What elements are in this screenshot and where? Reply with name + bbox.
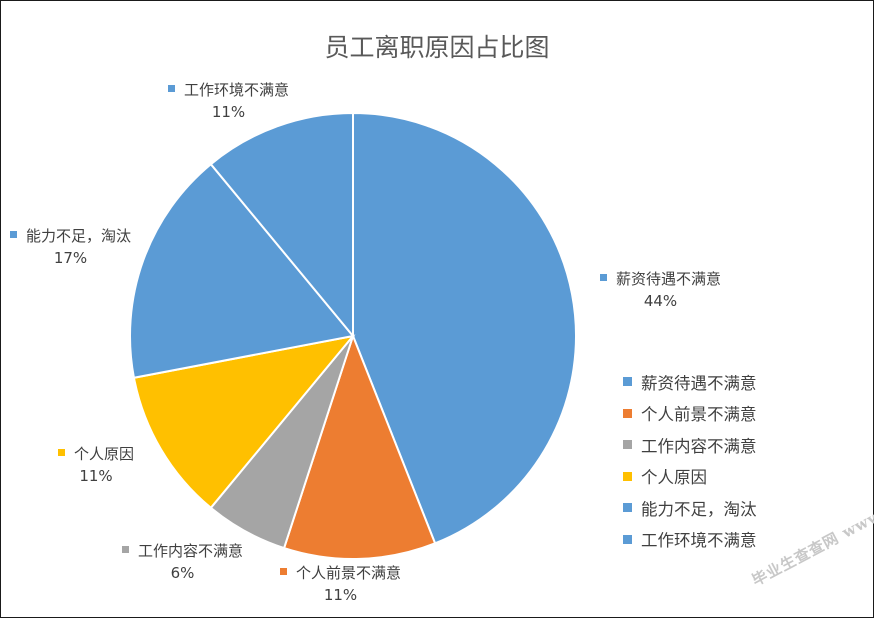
slice-category-label: 薪资待遇不满意 — [616, 270, 722, 288]
legend-label: 个人前景不满意 — [641, 405, 757, 425]
legend-marker-icon — [58, 449, 65, 456]
data-label-ability: 能力不足，淘汰 17% — [10, 225, 131, 269]
legend-item: 能力不足，淘汰 — [623, 492, 757, 524]
legend-label: 薪资待遇不满意 — [641, 373, 757, 393]
legend-swatch-icon — [623, 377, 632, 387]
data-label-environment: 工作环境不满意 11% — [168, 79, 289, 123]
chart-title: 员工离职原因占比图 — [324, 33, 550, 62]
legend-label: 工作内容不满意 — [641, 436, 757, 456]
slice-value-label: 11% — [79, 467, 113, 485]
legend-label: 个人原因 — [641, 468, 707, 488]
slice-category-label: 能力不足，淘汰 — [26, 227, 132, 245]
pie-slice-3 — [132, 334, 356, 510]
legend-item: 工作环境不满意 — [623, 524, 757, 556]
slice-value-label: 17% — [53, 249, 88, 267]
legend-swatch-icon — [623, 408, 632, 418]
legend-marker-icon — [122, 546, 129, 553]
legend-marker-icon — [168, 85, 175, 92]
slice-category-label: 工作内容不满意 — [138, 542, 244, 560]
legend-marker-icon — [280, 568, 287, 575]
slice-value-label: 11% — [211, 103, 246, 121]
pie-slice-0 — [352, 111, 577, 545]
pie-slice-4 — [129, 162, 355, 379]
data-label-personal: 个人原因 11% — [58, 443, 134, 487]
legend-swatch-icon — [623, 440, 632, 450]
legend-item: 个人前景不满意 — [623, 398, 757, 430]
legend-item: 工作内容不满意 — [623, 429, 757, 461]
slice-value-label: 11% — [323, 586, 358, 604]
slice-category-label: 个人前景不满意 — [296, 564, 402, 582]
data-label-content: 工作内容不满意 6% — [122, 540, 243, 584]
slice-value-label: 6% — [170, 564, 195, 582]
legend-label: 工作环境不满意 — [641, 531, 757, 551]
legend-swatch-icon — [623, 471, 632, 481]
legend-item: 个人原因 — [623, 461, 757, 493]
chart-legend: 薪资待遇不满意 个人前景不满意 工作内容不满意 个人原因 能力不足，淘汰 工作环… — [623, 366, 757, 555]
legend-label: 能力不足，淘汰 — [641, 499, 757, 519]
slice-category-label: 个人原因 — [74, 445, 135, 463]
slice-value-label: 44% — [643, 292, 678, 310]
legend-marker-icon — [10, 231, 17, 238]
pie-slice-1 — [282, 333, 437, 560]
legend-marker-icon — [600, 274, 607, 281]
legend-swatch-icon — [623, 503, 632, 513]
data-label-salary: 薪资待遇不满意 44% — [600, 268, 721, 312]
legend-swatch-icon — [623, 534, 632, 544]
pie-slice-5 — [209, 111, 354, 339]
slice-category-label: 工作环境不满意 — [184, 81, 290, 99]
legend-item: 薪资待遇不满意 — [623, 366, 757, 398]
data-label-prospects: 个人前景不满意 11% — [280, 562, 401, 606]
